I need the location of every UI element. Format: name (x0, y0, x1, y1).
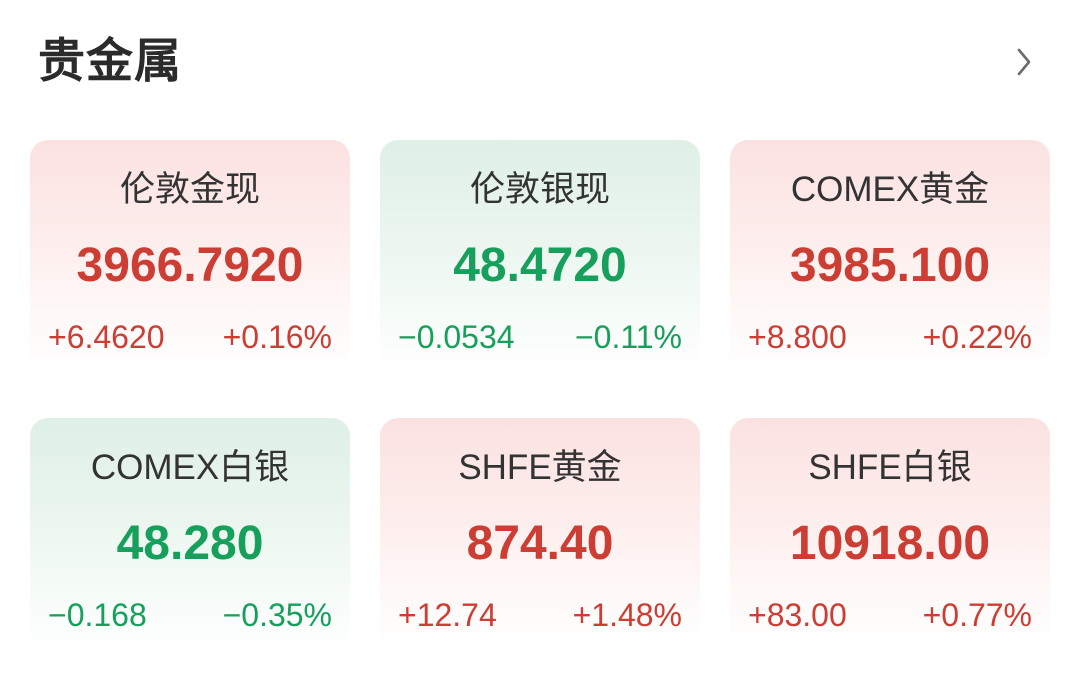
quote-name: SHFE黄金 (458, 448, 622, 487)
quote-change-row: +12.74 +1.48% (392, 596, 688, 634)
quote-change-row: +83.00 +0.77% (742, 596, 1038, 634)
quote-price: 48.280 (116, 517, 264, 570)
quote-card-comex-gold[interactable]: COMEX黄金 3985.100 +8.800 +0.22% (730, 140, 1050, 373)
quote-price: 3966.7920 (76, 239, 304, 292)
quote-price: 3985.100 (789, 239, 991, 292)
chevron-right-icon (1017, 48, 1030, 76)
quote-change-row: −0.0534 −0.11% (392, 318, 688, 356)
quote-name: COMEX白银 (90, 448, 290, 487)
view-more-button[interactable] (998, 36, 1050, 88)
quote-change-percent: +1.48% (572, 597, 682, 633)
quote-change-absolute: +6.4620 (48, 319, 165, 355)
quote-card-grid: 伦敦金现 3966.7920 +6.4620 +0.16% 伦敦银现 48.47… (30, 140, 1050, 696)
quote-name: 伦敦金现 (119, 170, 260, 209)
quote-card-shfe-silver[interactable]: SHFE白银 10918.00 +83.00 +0.77% (730, 418, 1050, 651)
quote-price: 10918.00 (789, 517, 991, 570)
page-title: 贵金属 (38, 34, 182, 87)
quote-card-comex-silver[interactable]: COMEX白银 48.280 −0.168 −0.35% (30, 418, 350, 651)
quote-change-absolute: +8.800 (748, 319, 847, 355)
quote-change-absolute: −0.168 (48, 597, 147, 633)
precious-metals-quotes-panel: 贵金属 伦敦金现 3966.7920 +6.4620 +0.16% 伦敦银现 4… (0, 0, 1080, 651)
quote-change-absolute: +12.74 (398, 597, 497, 633)
section-header: 贵金属 (0, 0, 1080, 128)
quote-change-absolute: +83.00 (748, 597, 847, 633)
quote-price: 48.4720 (453, 239, 627, 292)
quote-change-percent: −0.11% (574, 319, 682, 355)
quote-card-london-silver[interactable]: 伦敦银现 48.4720 −0.0534 −0.11% (380, 140, 700, 373)
quote-card-london-gold[interactable]: 伦敦金现 3966.7920 +6.4620 +0.16% (30, 140, 350, 373)
quote-change-percent: +0.22% (922, 319, 1032, 355)
quote-name: SHFE白银 (808, 448, 972, 487)
quote-name: 伦敦银现 (469, 170, 610, 209)
quote-change-percent: −0.35% (222, 597, 332, 633)
quote-change-row: +6.4620 +0.16% (42, 318, 338, 356)
quote-change-row: −0.168 −0.35% (42, 596, 338, 634)
quote-change-row: +8.800 +0.22% (742, 318, 1038, 356)
quote-name: COMEX黄金 (790, 170, 990, 209)
quote-price: 874.40 (466, 517, 614, 570)
quote-change-absolute: −0.0534 (398, 319, 515, 355)
quote-change-percent: +0.77% (922, 597, 1032, 633)
quote-card-shfe-gold[interactable]: SHFE黄金 874.40 +12.74 +1.48% (380, 418, 700, 651)
quote-change-percent: +0.16% (222, 319, 332, 355)
